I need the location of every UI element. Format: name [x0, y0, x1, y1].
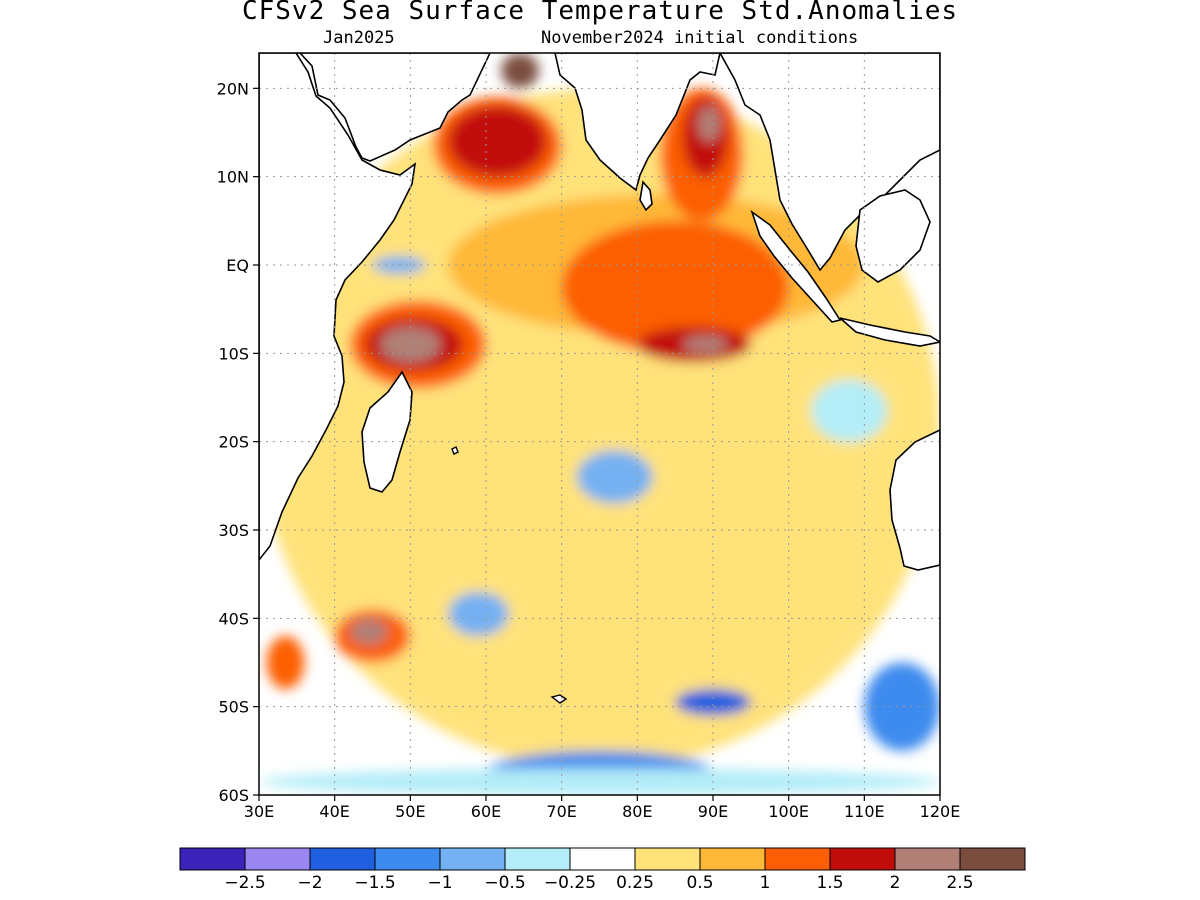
land-masses: [259, 53, 940, 704]
lon-tick-label: 110E: [844, 802, 885, 821]
colorbar-swatch: [634, 847, 701, 871]
borneo: [855, 189, 931, 283]
lon-tick-label: 50E: [395, 802, 425, 821]
anomaly-layer: [259, 53, 940, 795]
lat-tick-label: 60S: [218, 786, 249, 805]
lon-tick-label: 80E: [622, 802, 652, 821]
colorbar-swatch: [699, 847, 766, 871]
colorbar-label: 1.5: [816, 873, 843, 893]
colorbar-label: −2.5: [224, 873, 265, 893]
lon-tick-label: 30E: [244, 802, 274, 821]
java: [839, 317, 940, 347]
anomaly-region-2: [561, 220, 789, 354]
anomaly-region-22: [259, 768, 940, 795]
longitude-axis: 30E 40E 50E 60E 70E 80E 90E 100E 110E 120E: [244, 795, 961, 821]
india-landmass: [554, 53, 721, 192]
lat-tick-label: 40S: [218, 609, 249, 628]
anomaly-region-17: [576, 450, 653, 504]
colorbar: −2.5 −2 −1.5 −1 −0.5 −0.25 0.25 0.5 1 1.5 2 2.5: [179, 847, 1026, 893]
kerguelen-island: [550, 694, 568, 704]
lon-tick-label: 70E: [546, 802, 576, 821]
anomaly-region-6: [448, 106, 547, 177]
forecast-month: Jan2025: [323, 28, 395, 48]
lon-tick-label: 100E: [768, 802, 809, 821]
latitude-axis: 20N 10N EQ 10S 20S 30S 40S 50S 60S: [217, 79, 259, 805]
anomaly-region-24: [372, 256, 426, 274]
grid-lines: [259, 53, 940, 795]
colorbar-swatch: [894, 847, 961, 871]
lon-tick-label: 120E: [920, 802, 961, 821]
plot-frame: [258, 52, 941, 796]
colorbar-swatch: [309, 847, 376, 871]
colorbar-label: −2: [297, 873, 322, 893]
sri-lanka: [639, 180, 653, 212]
colorbar-label: 0.5: [686, 873, 713, 893]
africa-landmass: [259, 53, 491, 562]
mauritius-island: [451, 446, 459, 455]
anomaly-region-19: [864, 662, 940, 751]
colorbar-label: 1: [760, 873, 771, 893]
lat-tick-label: 20N: [217, 79, 249, 98]
lon-tick-label: 40E: [319, 802, 349, 821]
sumatra: [750, 209, 842, 323]
lat-tick-label: EQ: [226, 256, 249, 275]
colorbar-swatch: [829, 847, 896, 871]
madagascar: [361, 370, 413, 493]
colorbar-swatch: [179, 847, 246, 871]
colorbar-label: −0.25: [544, 873, 596, 893]
anomaly-region-16: [266, 636, 305, 689]
anomaly-region-7: [501, 53, 539, 89]
colorbar-swatch: [244, 847, 311, 871]
colorbar-label: −1.5: [354, 873, 395, 893]
australia: [889, 429, 940, 571]
colorbar-swatch: [504, 847, 571, 871]
colorbar-label: 2: [890, 873, 901, 893]
colorbar-label: −0.5: [484, 873, 525, 893]
lat-tick-label: 10S: [218, 344, 249, 363]
anomaly-region-4: [682, 335, 729, 354]
lon-tick-label: 90E: [698, 802, 728, 821]
colorbar-swatch: [439, 847, 506, 871]
colorbar-label: 2.5: [946, 873, 973, 893]
colorbar-swatch: [374, 847, 441, 871]
lat-tick-label: 10N: [217, 168, 249, 187]
colorbar-label: 0.25: [616, 873, 654, 893]
anomaly-region-15: [349, 618, 388, 645]
anomaly-region-10: [697, 106, 721, 142]
colorbar-swatch: [569, 847, 636, 871]
southeast-asia: [719, 53, 940, 272]
colorbar-label: −1: [427, 873, 452, 893]
lat-tick-label: 50S: [218, 698, 249, 717]
initial-conditions: November2024 initial conditions: [541, 28, 859, 48]
anomaly-region-21: [675, 689, 751, 716]
anomaly-region-23: [811, 379, 888, 442]
lon-tick-label: 60E: [471, 802, 501, 821]
anomaly-region-13: [380, 326, 441, 363]
anomaly-region-18: [448, 591, 509, 637]
colorbar-swatch: [764, 847, 831, 871]
lat-tick-label: 30S: [218, 521, 249, 540]
lat-tick-label: 20S: [218, 433, 249, 452]
colorbar-swatch: [959, 847, 1026, 871]
map-title: CFSv2 Sea Surface Temperature Std.Anomal…: [241, 0, 959, 26]
